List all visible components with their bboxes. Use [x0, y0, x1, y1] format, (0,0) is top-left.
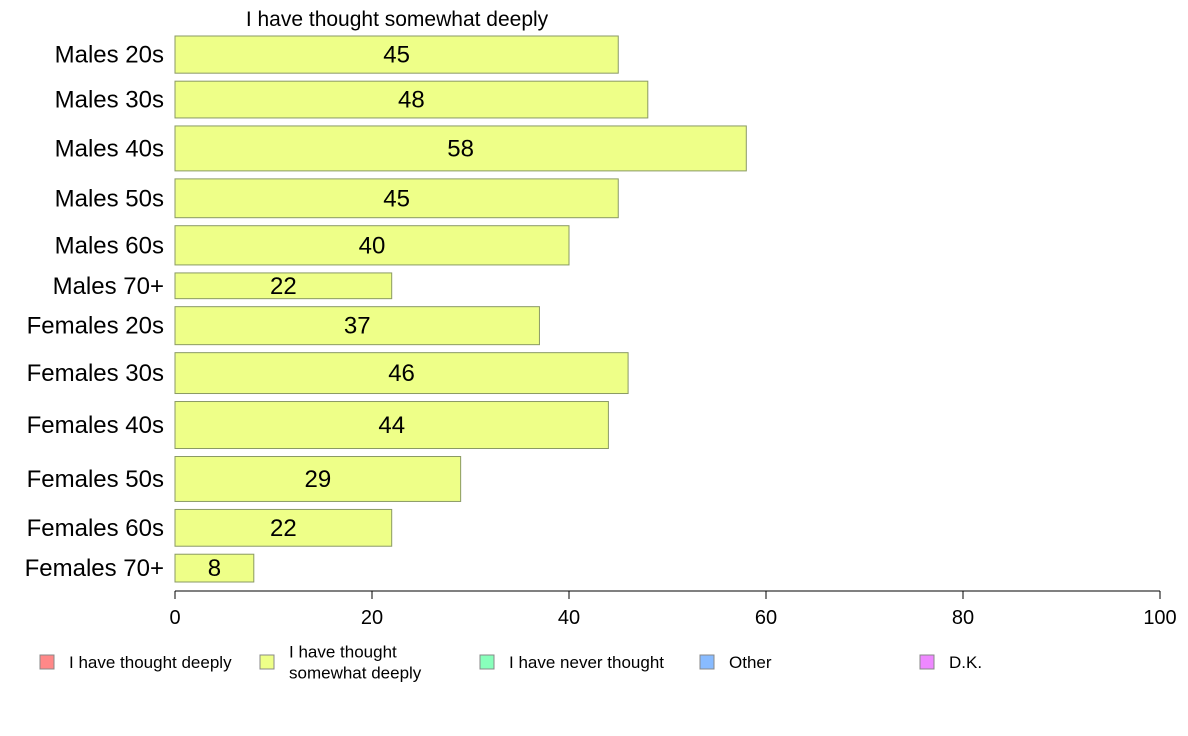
bar [174, 35, 619, 74]
legend-swatch [919, 654, 935, 670]
x-tick-label: 40 [558, 607, 580, 629]
legend-swatch [479, 654, 495, 670]
x-tick-label: 100 [1143, 607, 1176, 629]
category-label: Males 50s [55, 185, 164, 212]
category-label: Females 20s [27, 313, 164, 340]
legend-label: I have never thought [509, 653, 664, 672]
bars: Males 20s 45 Males 30s 48 Males 40s 58 Males 5… [25, 35, 747, 583]
bar [174, 125, 747, 172]
category-label: Males 70+ [53, 273, 164, 300]
bar-value-label: 22 [270, 273, 297, 300]
bar [174, 178, 619, 219]
legend-label: Other [729, 653, 772, 672]
bar [174, 456, 462, 502]
legend-swatch [699, 654, 715, 670]
bar [174, 272, 393, 300]
x-axis: 0 20 40 60 80 100 [169, 590, 1177, 629]
x-tick-label: 80 [952, 607, 974, 629]
bar [174, 306, 540, 346]
x-tick-label: 20 [361, 607, 383, 629]
category-label: Females 40s [27, 412, 164, 439]
bar-value-label: 45 [383, 42, 410, 69]
bar-value-label: 22 [270, 515, 297, 542]
bar-value-label: 40 [359, 232, 386, 259]
legend: I have thought deeply I have thought somew… [39, 643, 982, 683]
bar-value-label: 58 [447, 135, 474, 162]
bar [174, 553, 255, 583]
legend-label: D.K. [949, 653, 982, 672]
category-label: Males 60s [55, 232, 164, 259]
bar-value-label: 37 [344, 313, 371, 340]
legend-label: somewhat deeply [289, 664, 422, 683]
category-label: Females 30s [27, 360, 164, 387]
bar-value-label: 45 [383, 185, 410, 212]
bar [174, 401, 609, 450]
category-label: Males 20s [55, 42, 164, 69]
category-label: Females 60s [27, 515, 164, 542]
legend-label: I have thought [289, 643, 397, 662]
bar-value-label: 48 [398, 87, 425, 114]
x-tick-label: 0 [169, 607, 180, 629]
bar-value-label: 8 [208, 555, 221, 582]
category-label: Males 40s [55, 135, 164, 162]
x-tick-label: 60 [755, 607, 777, 629]
category-label: Females 70+ [25, 555, 164, 582]
chart-title: I have thought somewhat deeply [246, 8, 549, 31]
legend-label: I have thought deeply [69, 653, 232, 672]
bar-value-label: 44 [378, 412, 405, 439]
bar-value-label: 29 [304, 466, 331, 493]
bar [174, 225, 570, 266]
bar-value-label: 46 [388, 360, 415, 387]
bar [174, 352, 629, 395]
bar [174, 508, 393, 547]
legend-swatch [259, 654, 275, 670]
legend-swatch [39, 654, 55, 670]
category-label: Males 30s [55, 87, 164, 114]
bar [174, 80, 649, 119]
category-label: Females 50s [27, 466, 164, 493]
